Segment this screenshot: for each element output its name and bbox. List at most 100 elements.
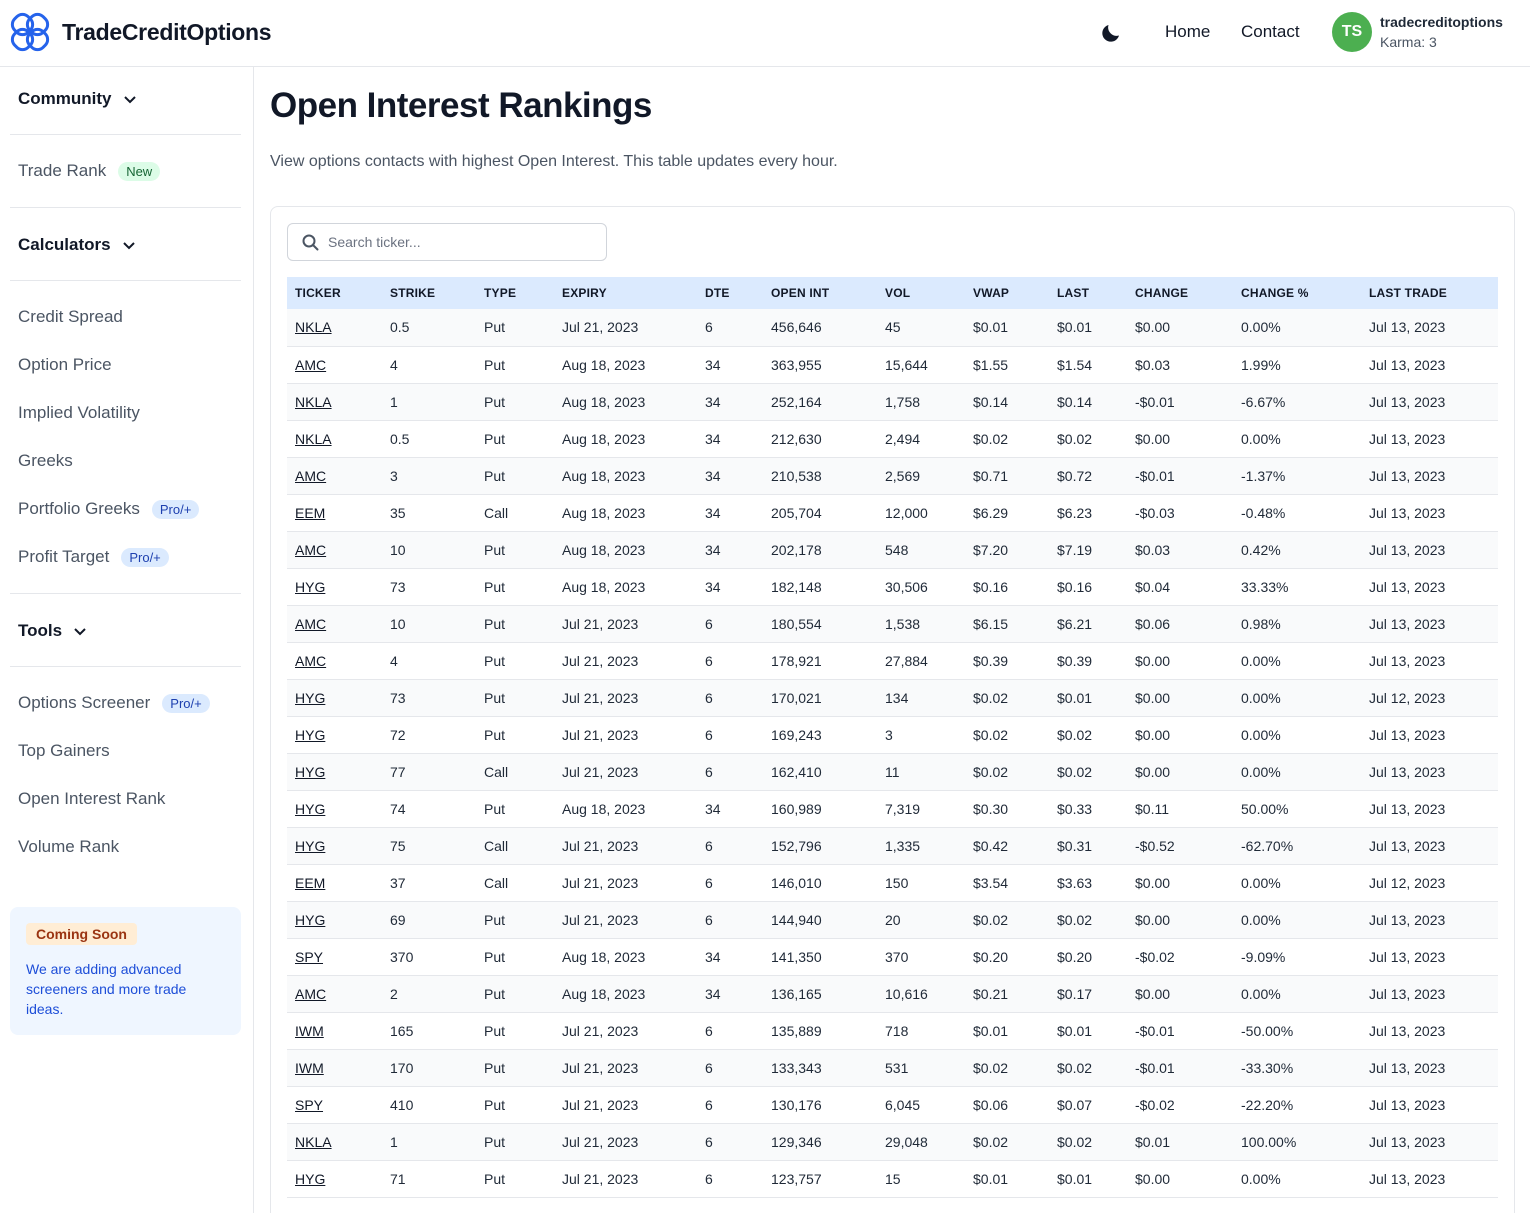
- column-header-expiry[interactable]: EXPIRY: [562, 286, 607, 300]
- ticker-cell[interactable]: IWM: [287, 1049, 382, 1086]
- table-row[interactable]: AMC 2 Put Aug 18, 2023 34 136,165 10,616 $0.21 $…: [287, 975, 1498, 1012]
- column-header-vol[interactable]: VOL: [885, 286, 911, 300]
- ticker-cell[interactable]: NKLA: [287, 309, 382, 346]
- ticker-link[interactable]: HYG: [295, 763, 326, 780]
- table-row[interactable]: AMC 10 Put Jul 21, 2023 6 180,554 1,538 $6.15 $6…: [287, 605, 1498, 642]
- column-header-dte[interactable]: DTE: [705, 286, 730, 300]
- sidebar-section-community[interactable]: Community: [18, 89, 138, 109]
- column-header-ticker[interactable]: TICKER: [295, 286, 341, 300]
- table-row[interactable]: IWM 170 Put Jul 21, 2023 6 133,343 531 $0.02 $0.…: [287, 1049, 1498, 1086]
- ticker-link[interactable]: IWM: [295, 1022, 324, 1039]
- ticker-link[interactable]: HYG: [295, 837, 326, 854]
- sidebar-item-volume-rank[interactable]: Volume Rank: [18, 837, 119, 857]
- sidebar-item-trade-rank[interactable]: Trade Rank New: [18, 161, 161, 181]
- ticker-cell[interactable]: NKLA: [287, 1123, 382, 1160]
- ticker-cell[interactable]: NKLA: [287, 420, 382, 457]
- table-row[interactable]: NKLA 1 Put Aug 18, 2023 34 252,164 1,758 $0.14 $…: [287, 383, 1498, 420]
- ticker-cell[interactable]: HYG: [287, 790, 382, 827]
- ticker-cell[interactable]: HYG: [287, 1160, 382, 1197]
- ticker-link[interactable]: NKLA: [295, 393, 332, 410]
- sidebar-item-top-gainers[interactable]: Top Gainers: [18, 741, 110, 761]
- ticker-cell[interactable]: SPY: [287, 1086, 382, 1123]
- table-row[interactable]: HYG 75 Call Jul 21, 2023 6 152,796 1,335 $0.42 $…: [287, 827, 1498, 864]
- search-input[interactable]: [328, 231, 598, 253]
- ticker-link[interactable]: HYG: [295, 689, 326, 706]
- ticker-link[interactable]: SPY: [295, 1096, 324, 1113]
- ticker-link[interactable]: NKLA: [295, 1133, 332, 1150]
- table-row[interactable]: NKLA 1 Put Jul 21, 2023 6 129,346 29,048 $0.02 $…: [287, 1123, 1498, 1160]
- sidebar-section-tools[interactable]: Tools: [18, 621, 88, 641]
- sidebar-item-options-screener[interactable]: Options Screener Pro/+: [18, 693, 210, 713]
- table-row[interactable]: AMC 10 Put Aug 18, 2023 34 202,178 548 $7.20 $7.…: [287, 531, 1498, 568]
- column-header-last-trade[interactable]: LAST TRADE: [1369, 286, 1447, 300]
- ticker-link[interactable]: AMC: [295, 541, 327, 558]
- ticker-cell[interactable]: HYG: [287, 568, 382, 605]
- sidebar-item-profit-target[interactable]: Profit Target Pro/+: [18, 547, 169, 567]
- ticker-cell[interactable]: EEM: [287, 494, 382, 531]
- ticker-cell[interactable]: AMC: [287, 642, 382, 679]
- table-row[interactable]: HYG 73 Put Aug 18, 2023 34 182,148 30,506 $0.16…: [287, 568, 1498, 605]
- ticker-link[interactable]: AMC: [295, 467, 327, 484]
- column-header-type[interactable]: TYPE: [484, 286, 517, 300]
- column-header-last[interactable]: LAST: [1057, 286, 1090, 300]
- ticker-cell[interactable]: HYG: [287, 827, 382, 864]
- table-row[interactable]: AMC 4 Put Aug 18, 2023 34 363,955 15,644 $1.55 $…: [287, 346, 1498, 383]
- ticker-link[interactable]: AMC: [295, 356, 327, 373]
- table-row[interactable]: HYG 72 Put Jul 21, 2023 6 169,243 3 $0.02 $0.02 $…: [287, 716, 1498, 753]
- table-row[interactable]: SPY 410 Put Jul 21, 2023 6 130,176 6,045 $0.06 $…: [287, 1086, 1498, 1123]
- sidebar-item-option-price[interactable]: Option Price: [18, 355, 112, 375]
- table-row[interactable]: HYG 74 Put Aug 18, 2023 34 160,989 7,319 $0.30 $…: [287, 790, 1498, 827]
- sidebar-item-greeks[interactable]: Greeks: [18, 451, 73, 471]
- table-row[interactable]: EEM 37 Call Jul 21, 2023 6 146,010 150 $3.54 $3.…: [287, 864, 1498, 901]
- table-row[interactable]: IWM 165 Put Jul 21, 2023 6 135,889 718 $0.01 $0.…: [287, 1012, 1498, 1049]
- ticker-cell[interactable]: HYG: [287, 753, 382, 790]
- sidebar-section-calculators[interactable]: Calculators: [18, 235, 137, 255]
- ticker-cell[interactable]: AMC: [287, 457, 382, 494]
- ticker-cell[interactable]: HYG: [287, 716, 382, 753]
- ticker-link[interactable]: IWM: [295, 1059, 324, 1076]
- brand-name[interactable]: TradeCreditOptions: [62, 19, 272, 45]
- sidebar-item-implied-volatility[interactable]: Implied Volatility: [18, 403, 140, 423]
- moon-icon[interactable]: [1099, 21, 1123, 45]
- table-row[interactable]: HYG 77 Call Jul 21, 2023 6 162,410 11 $0.02 $0.0…: [287, 753, 1498, 790]
- ticker-cell[interactable]: IWM: [287, 1012, 382, 1049]
- ticker-link[interactable]: NKLA: [295, 319, 332, 336]
- table-row[interactable]: SPY 370 Put Aug 18, 2023 34 141,350 370 $0.20 $0…: [287, 938, 1498, 975]
- nav-contact-link[interactable]: Contact: [1241, 22, 1300, 41]
- ticker-link[interactable]: EEM: [295, 874, 326, 891]
- table-row[interactable]: HYG 73 Put Jul 21, 2023 6 170,021 134 $0.02 $0.0…: [287, 679, 1498, 716]
- table-row[interactable]: AMC 3 Put Aug 18, 2023 34 210,538 2,569 $0.71 $0…: [287, 457, 1498, 494]
- ticker-cell[interactable]: AMC: [287, 975, 382, 1012]
- column-header-change[interactable]: CHANGE: [1135, 286, 1189, 300]
- ticker-link[interactable]: NKLA: [295, 430, 332, 447]
- ticker-cell[interactable]: HYG: [287, 901, 382, 938]
- rings-logo-icon[interactable]: [10, 12, 50, 52]
- column-header-change[interactable]: CHANGE %: [1241, 286, 1309, 300]
- ticker-link[interactable]: HYG: [295, 800, 326, 817]
- table-row[interactable]: AMC 4 Put Jul 21, 2023 6 178,921 27,884 $0.39 $0…: [287, 642, 1498, 679]
- sidebar-item-open-interest-rank[interactable]: Open Interest Rank: [18, 789, 165, 809]
- column-header-vwap[interactable]: VWAP: [973, 286, 1010, 300]
- ticker-link[interactable]: HYG: [295, 578, 326, 595]
- ticker-link[interactable]: AMC: [295, 985, 327, 1002]
- ticker-cell[interactable]: NKLA: [287, 383, 382, 420]
- sidebar-item-credit-spread[interactable]: Credit Spread: [18, 307, 123, 327]
- ticker-link[interactable]: EEM: [295, 504, 326, 521]
- column-header-open-int[interactable]: OPEN INT: [771, 286, 830, 300]
- column-header-strike[interactable]: STRIKE: [390, 286, 436, 300]
- ticker-cell[interactable]: HYG: [287, 679, 382, 716]
- search-box[interactable]: [287, 223, 607, 261]
- ticker-link[interactable]: SPY: [295, 948, 324, 965]
- nav-home-link[interactable]: Home: [1165, 22, 1211, 41]
- table-row[interactable]: HYG 69 Put Jul 21, 2023 6 144,940 20 $0.02 $0.02…: [287, 901, 1498, 938]
- sidebar-item-portfolio-greeks[interactable]: Portfolio Greeks Pro/+: [18, 499, 200, 519]
- ticker-cell[interactable]: SPY: [287, 938, 382, 975]
- ticker-cell[interactable]: AMC: [287, 605, 382, 642]
- ticker-cell[interactable]: AMC: [287, 531, 382, 568]
- ticker-link[interactable]: HYG: [295, 911, 326, 928]
- table-row[interactable]: EEM 35 Call Aug 18, 2023 34 205,704 12,000 $6.2…: [287, 494, 1498, 531]
- table-row[interactable]: HYG 71 Put Jul 21, 2023 6 123,757 15 $0.01 $0.01…: [287, 1160, 1498, 1197]
- table-row[interactable]: NKLA 0.5 Put Aug 18, 2023 34 212,630 2,494 $0.0…: [287, 420, 1498, 457]
- table-row[interactable]: NKLA 0.5 Put Jul 21, 2023 6 456,646 45 $0.01 $0.…: [287, 309, 1498, 346]
- ticker-cell[interactable]: EEM: [287, 864, 382, 901]
